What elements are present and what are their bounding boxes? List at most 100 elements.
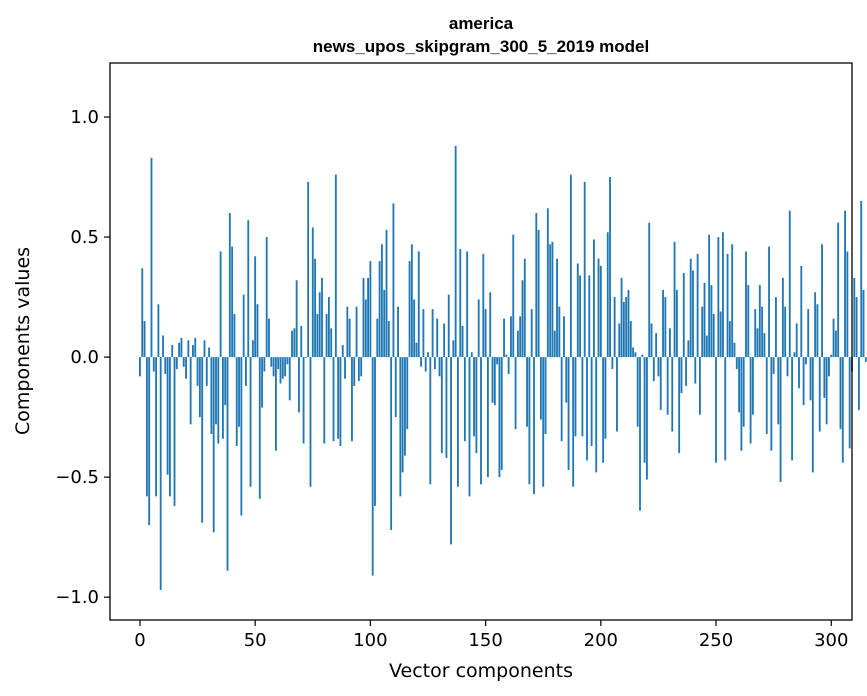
bar [459, 249, 462, 358]
bar [380, 244, 383, 358]
bar [298, 357, 300, 413]
bar [802, 357, 805, 406]
bar [664, 297, 667, 358]
bar [779, 357, 782, 482]
bar [696, 253, 699, 358]
bar [145, 357, 148, 497]
bar [141, 268, 144, 358]
bar [712, 313, 715, 358]
bar [427, 352, 429, 358]
bar [698, 357, 701, 415]
x-tick-label: 0 [134, 630, 145, 651]
bar [498, 357, 501, 478]
bar [429, 357, 432, 485]
bar [286, 357, 289, 365]
bar [864, 357, 867, 362]
chart-subtitle: news_upos_skipgram_300_5_2019 model [313, 37, 649, 56]
x-tick-label: 150 [468, 630, 502, 651]
bar [203, 340, 206, 358]
bar [417, 251, 420, 358]
bar [178, 342, 181, 358]
bar [639, 357, 641, 511]
bar [351, 357, 353, 442]
bar [233, 313, 236, 358]
bar [240, 357, 243, 516]
bar [775, 297, 777, 358]
bar [392, 203, 395, 358]
bar [641, 354, 644, 358]
x-tick-label: 200 [584, 630, 618, 651]
x-tick-label: 50 [244, 630, 267, 651]
bar [816, 304, 819, 358]
bar [281, 357, 284, 379]
bar [311, 227, 314, 358]
bar [196, 357, 199, 386]
bar [616, 357, 618, 432]
bar [809, 357, 812, 401]
x-axis: 0 50 100 150 200 250 300 [134, 620, 848, 651]
bar [823, 357, 826, 398]
plot-frame [109, 62, 853, 621]
bar [362, 277, 365, 358]
bar [708, 234, 711, 358]
bar [413, 299, 416, 358]
bar [205, 357, 208, 386]
bar [261, 357, 264, 408]
bar [486, 357, 489, 478]
x-axis-label: Vector components [389, 660, 573, 682]
y-tick-label: 0.0 [70, 347, 99, 368]
bar [304, 357, 307, 358]
bar [586, 357, 588, 461]
bar [210, 357, 213, 434]
bar [622, 301, 625, 358]
bar [772, 357, 775, 374]
bar [539, 357, 542, 420]
bar [756, 328, 759, 358]
bar [537, 229, 540, 358]
bar [394, 357, 397, 418]
bar [533, 357, 535, 494]
bar [791, 357, 794, 461]
bar [157, 304, 160, 358]
bar [590, 357, 593, 446]
bar [473, 357, 476, 437]
bar [337, 357, 340, 439]
bar [636, 357, 639, 427]
bars-group [139, 145, 867, 590]
bar [643, 357, 646, 463]
bar [685, 357, 688, 386]
bar [496, 357, 499, 365]
bar [657, 357, 660, 377]
x-tick-label: 100 [353, 630, 387, 651]
bar [238, 357, 240, 427]
bar [572, 357, 575, 487]
bar [346, 306, 349, 358]
bar [217, 357, 220, 444]
bar [408, 261, 411, 358]
bar [185, 357, 187, 379]
bar [272, 357, 275, 377]
bar [860, 201, 863, 358]
bar [682, 273, 685, 358]
bar [182, 357, 185, 367]
bar [438, 357, 441, 377]
bar [512, 234, 515, 358]
bar [761, 306, 764, 358]
bar [139, 357, 141, 377]
bar [749, 357, 752, 444]
bar [461, 325, 464, 358]
bar [862, 289, 865, 358]
bar [295, 280, 298, 358]
bar [726, 253, 729, 358]
bar [148, 357, 151, 526]
bar [443, 323, 446, 358]
bar [221, 357, 224, 439]
bar [556, 258, 558, 358]
bar [330, 328, 333, 358]
bar [357, 357, 360, 382]
bar [235, 357, 238, 446]
bar [751, 357, 754, 415]
bar [675, 289, 678, 358]
bar [212, 357, 215, 533]
bar [768, 246, 770, 358]
